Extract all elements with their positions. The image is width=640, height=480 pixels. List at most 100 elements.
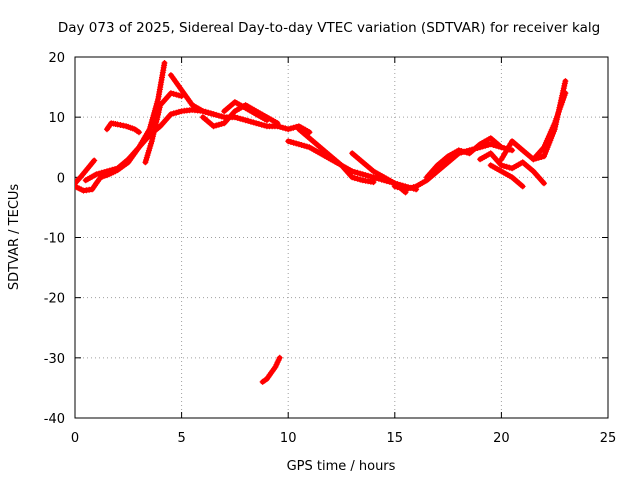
data-point — [293, 140, 300, 147]
data-point — [207, 110, 214, 117]
data-point — [362, 172, 369, 179]
data-point — [170, 110, 177, 117]
data-point — [234, 114, 241, 121]
data-point — [501, 163, 508, 170]
data-point — [215, 121, 222, 128]
data-point — [354, 169, 361, 176]
data-point — [351, 175, 358, 182]
data-point — [167, 111, 174, 118]
data-point — [231, 114, 238, 121]
data-point — [101, 169, 108, 176]
data-point — [274, 120, 281, 127]
data-point — [373, 175, 380, 182]
data-point — [301, 142, 308, 149]
data-point — [461, 148, 468, 155]
data-point — [287, 139, 294, 145]
data-point — [562, 78, 569, 85]
data-point — [210, 123, 217, 130]
data-point — [263, 117, 270, 124]
data-point — [365, 172, 372, 179]
data-point — [498, 162, 505, 169]
data-point — [199, 108, 206, 115]
data-point — [242, 117, 249, 124]
data-point — [498, 144, 505, 151]
data-point — [282, 125, 289, 132]
data-point — [354, 175, 361, 182]
y-tick-label: -10 — [44, 232, 65, 247]
data-point — [463, 149, 470, 156]
y-tick-label: -30 — [44, 352, 65, 367]
series-arc-5 — [142, 90, 185, 166]
series-arc-17 — [530, 90, 569, 163]
x-tick-label: 25 — [600, 431, 617, 446]
data-point — [402, 186, 409, 193]
data-point — [405, 185, 412, 192]
data-point — [213, 122, 220, 129]
data-point — [245, 117, 252, 124]
data-point — [112, 166, 118, 173]
data-point — [394, 184, 401, 191]
data-point — [509, 147, 516, 154]
chart-title: Day 073 of 2025, Sidereal Day-to-day VTE… — [58, 20, 600, 36]
data-point — [277, 123, 284, 130]
data-point — [410, 184, 417, 191]
x-tick-label: 15 — [387, 431, 404, 446]
data-point — [215, 112, 222, 119]
data-point — [455, 147, 462, 154]
data-point — [250, 119, 257, 126]
series-arc-15 — [487, 162, 526, 190]
data-point — [114, 121, 121, 128]
series-arc-8 — [221, 99, 270, 124]
data-point — [407, 184, 414, 191]
data-point — [357, 176, 364, 183]
grid — [75, 57, 608, 418]
data-point — [290, 124, 297, 131]
data-point — [161, 60, 168, 66]
data-point — [117, 122, 124, 128]
data-point — [96, 170, 102, 177]
data-point — [218, 113, 225, 120]
data-point — [170, 90, 177, 97]
data-point — [261, 122, 268, 129]
data-point — [175, 92, 182, 99]
data-point — [351, 169, 358, 176]
series-arc-13 — [423, 135, 505, 181]
axis-ticks — [74, 56, 609, 419]
data-point — [391, 183, 398, 190]
data-point — [175, 108, 182, 115]
data-point — [298, 142, 305, 148]
data-point — [538, 154, 545, 160]
y-tick-labels: -40 -30 -20 -10 0 10 20 — [44, 51, 65, 427]
data-point — [98, 169, 105, 176]
data-point — [167, 90, 174, 97]
data-point — [287, 125, 294, 132]
data-point — [210, 111, 217, 118]
data-point — [109, 166, 116, 173]
y-axis-label: SDTVAR / TECUs — [7, 184, 22, 291]
data-point — [276, 354, 283, 361]
series-arc-18 — [259, 354, 283, 385]
data-point — [303, 143, 310, 150]
x-tick-label: 10 — [280, 431, 297, 446]
data-point — [357, 170, 364, 177]
data-point — [93, 171, 100, 178]
data-point — [397, 184, 404, 191]
y-tick-label: 20 — [48, 51, 65, 66]
data-point — [218, 120, 225, 127]
data-point — [370, 174, 377, 181]
data-point — [120, 122, 127, 129]
series-arc-3 — [104, 120, 142, 136]
data-point — [562, 90, 569, 97]
data-point — [485, 142, 492, 148]
data-point — [237, 115, 244, 122]
x-tick-label: 0 — [71, 431, 79, 446]
data-point — [541, 180, 547, 187]
data-point — [399, 185, 406, 192]
data-point — [255, 120, 262, 127]
series-arc-1 — [75, 157, 98, 187]
data-point — [173, 109, 180, 116]
x-tick-label: 20 — [493, 431, 510, 446]
data-point — [359, 171, 366, 178]
data-point — [253, 120, 260, 127]
x-tick-label: 5 — [177, 431, 185, 446]
